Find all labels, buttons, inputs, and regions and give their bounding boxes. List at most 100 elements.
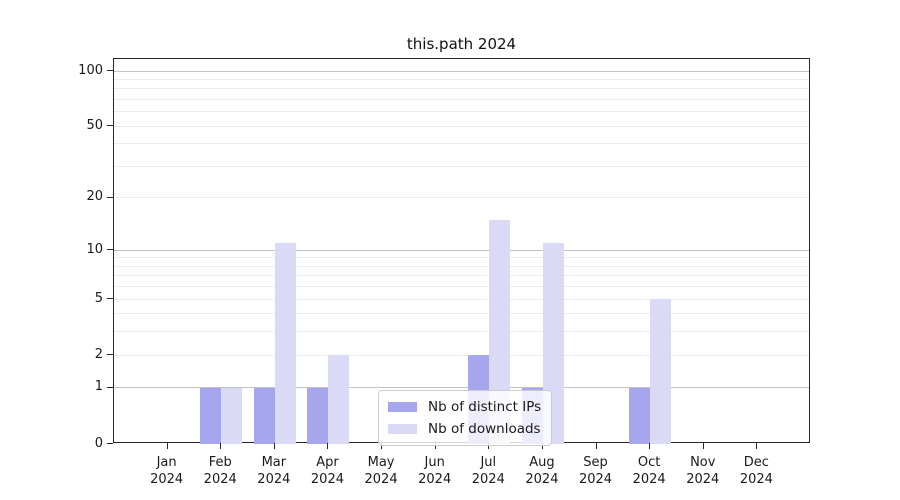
x-axis-year-label: 2024	[203, 472, 237, 487]
bar-nb-of-downloads	[274, 243, 296, 444]
x-axis-tick	[541, 443, 543, 449]
y-axis-tick-label: 5	[94, 290, 103, 306]
x-axis-month-label: Jun	[424, 455, 445, 470]
x-axis-month-label: Feb	[208, 455, 232, 470]
gridline-minor	[114, 165, 809, 167]
x-axis-tick-label: Jan 2024	[132, 454, 202, 488]
x-axis-tick	[756, 443, 758, 449]
y-axis-tick-label: 100	[78, 62, 103, 78]
gridline-minor	[114, 88, 809, 90]
x-axis-tick-label: Sep 2024	[561, 454, 631, 488]
y-axis-tick-label: 1	[94, 379, 103, 395]
x-axis-year-label: 2024	[150, 472, 184, 487]
y-axis-tick-label: 10	[86, 241, 103, 257]
x-axis-month-label: Sep	[583, 455, 608, 470]
y-axis-tick	[107, 386, 113, 388]
gridline-minor	[114, 354, 809, 356]
x-axis-month-label: Aug	[529, 455, 555, 470]
legend-label-downloads: Nb of downloads	[428, 421, 541, 437]
legend: Nb of distinct IPs Nb of downloads	[378, 390, 553, 446]
x-axis-tick-label: Jul 2024	[453, 454, 523, 488]
legend-swatch-downloads-icon	[388, 424, 417, 434]
x-axis-year-label: 2024	[739, 472, 773, 487]
gridline-minor	[114, 197, 809, 199]
x-axis-tick	[381, 443, 383, 449]
x-axis-tick-label: Aug 2024	[507, 454, 577, 488]
gridline-minor	[114, 98, 809, 100]
y-axis-tick	[107, 125, 113, 127]
gridline-major	[114, 387, 809, 389]
x-axis-tick-label: Mar 2024	[239, 454, 309, 488]
gridline-minor	[114, 143, 809, 145]
x-axis-month-label: Nov	[690, 455, 716, 470]
gridline-minor	[114, 298, 809, 300]
gridline-minor	[114, 275, 809, 277]
gridline-minor	[114, 286, 809, 288]
bar-nb-of-downloads	[489, 219, 511, 444]
legend-row-downloads: Nb of downloads	[388, 420, 541, 438]
x-axis-month-label: Jan	[156, 455, 177, 470]
x-axis-month-label: Jul	[480, 455, 497, 470]
y-axis-tick	[107, 249, 113, 251]
y-axis-tick	[107, 354, 113, 356]
gridline-minor	[114, 313, 809, 315]
gridline-minor	[114, 257, 809, 259]
bar-nb-of-downloads	[650, 299, 672, 444]
y-axis-tick-label: 20	[86, 189, 103, 205]
bar-nb-of-distinct-ips	[200, 387, 222, 444]
x-axis-tick	[488, 443, 490, 449]
x-axis-tick-label: May 2024	[346, 454, 416, 488]
gridline-major	[114, 249, 809, 251]
x-axis-month-label: Oct	[637, 455, 661, 470]
x-axis-year-label: 2024	[686, 472, 720, 487]
x-axis-tick	[166, 443, 168, 449]
x-axis-year-label: 2024	[418, 472, 452, 487]
x-axis-month-label: Apr	[316, 455, 339, 470]
x-axis-tick-label: Apr 2024	[292, 454, 362, 488]
x-axis-year-label: 2024	[525, 472, 559, 487]
x-axis-tick	[273, 443, 275, 449]
gridline-major	[114, 70, 809, 72]
x-axis-tick-label: Oct 2024	[614, 454, 684, 488]
legend-swatch-distinct-ips-icon	[388, 402, 417, 412]
x-axis-year-label: 2024	[364, 472, 398, 487]
x-axis-tick-label: Feb 2024	[185, 454, 255, 488]
x-axis-tick	[327, 443, 329, 449]
x-axis-tick	[220, 443, 222, 449]
x-axis-year-label: 2024	[310, 472, 344, 487]
gridline-minor	[114, 125, 809, 127]
y-axis-tick	[107, 443, 113, 444]
gridline-minor	[114, 111, 809, 113]
y-axis-tick	[107, 196, 113, 198]
legend-label-distinct-ips: Nb of distinct IPs	[428, 399, 542, 415]
chart-title: this.path 2024	[406, 35, 517, 53]
x-axis-month-label: Mar	[261, 455, 287, 470]
x-axis-tick	[595, 443, 597, 449]
gridline-minor	[114, 265, 809, 267]
x-axis-tick-label: Dec 2024	[721, 454, 791, 488]
bar-nb-of-downloads	[328, 355, 350, 444]
bar-nb-of-distinct-ips	[629, 387, 651, 444]
y-axis-tick-label: 50	[86, 117, 103, 133]
x-axis-month-label: Dec	[743, 455, 769, 470]
x-axis-tick	[434, 443, 436, 449]
x-axis-year-label: 2024	[632, 472, 666, 487]
x-axis-year-label: 2024	[578, 472, 613, 487]
legend-row-distinct-ips: Nb of distinct IPs	[388, 398, 541, 416]
y-axis-tick	[107, 70, 113, 71]
x-axis-month-label: May	[367, 455, 395, 470]
plot-area: Nb of distinct IPs Nb of downloads	[113, 58, 810, 446]
y-axis-tick-label: 0	[94, 435, 103, 451]
x-axis-tick	[649, 443, 651, 449]
x-axis-year-label: 2024	[257, 472, 291, 487]
y-axis-tick	[107, 298, 113, 300]
bar-nb-of-distinct-ips	[307, 387, 329, 444]
gridline-minor	[114, 331, 809, 333]
x-axis-year-label: 2024	[471, 472, 505, 487]
bar-nb-of-downloads	[221, 387, 243, 444]
x-axis-tick-label: Nov 2024	[668, 454, 738, 488]
gridline-minor	[114, 78, 809, 80]
bar-nb-of-distinct-ips	[253, 387, 275, 444]
y-axis-tick-label: 2	[94, 346, 103, 362]
